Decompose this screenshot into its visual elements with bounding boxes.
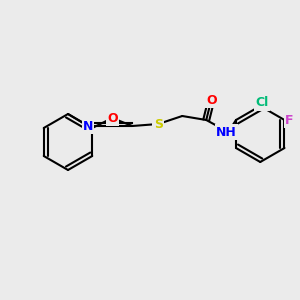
Text: O: O: [206, 94, 217, 106]
Text: Cl: Cl: [256, 97, 269, 110]
Text: N: N: [83, 119, 93, 133]
Text: S: S: [154, 118, 163, 130]
Text: NH: NH: [216, 125, 237, 139]
Text: F: F: [285, 113, 294, 127]
Text: O: O: [107, 112, 118, 124]
